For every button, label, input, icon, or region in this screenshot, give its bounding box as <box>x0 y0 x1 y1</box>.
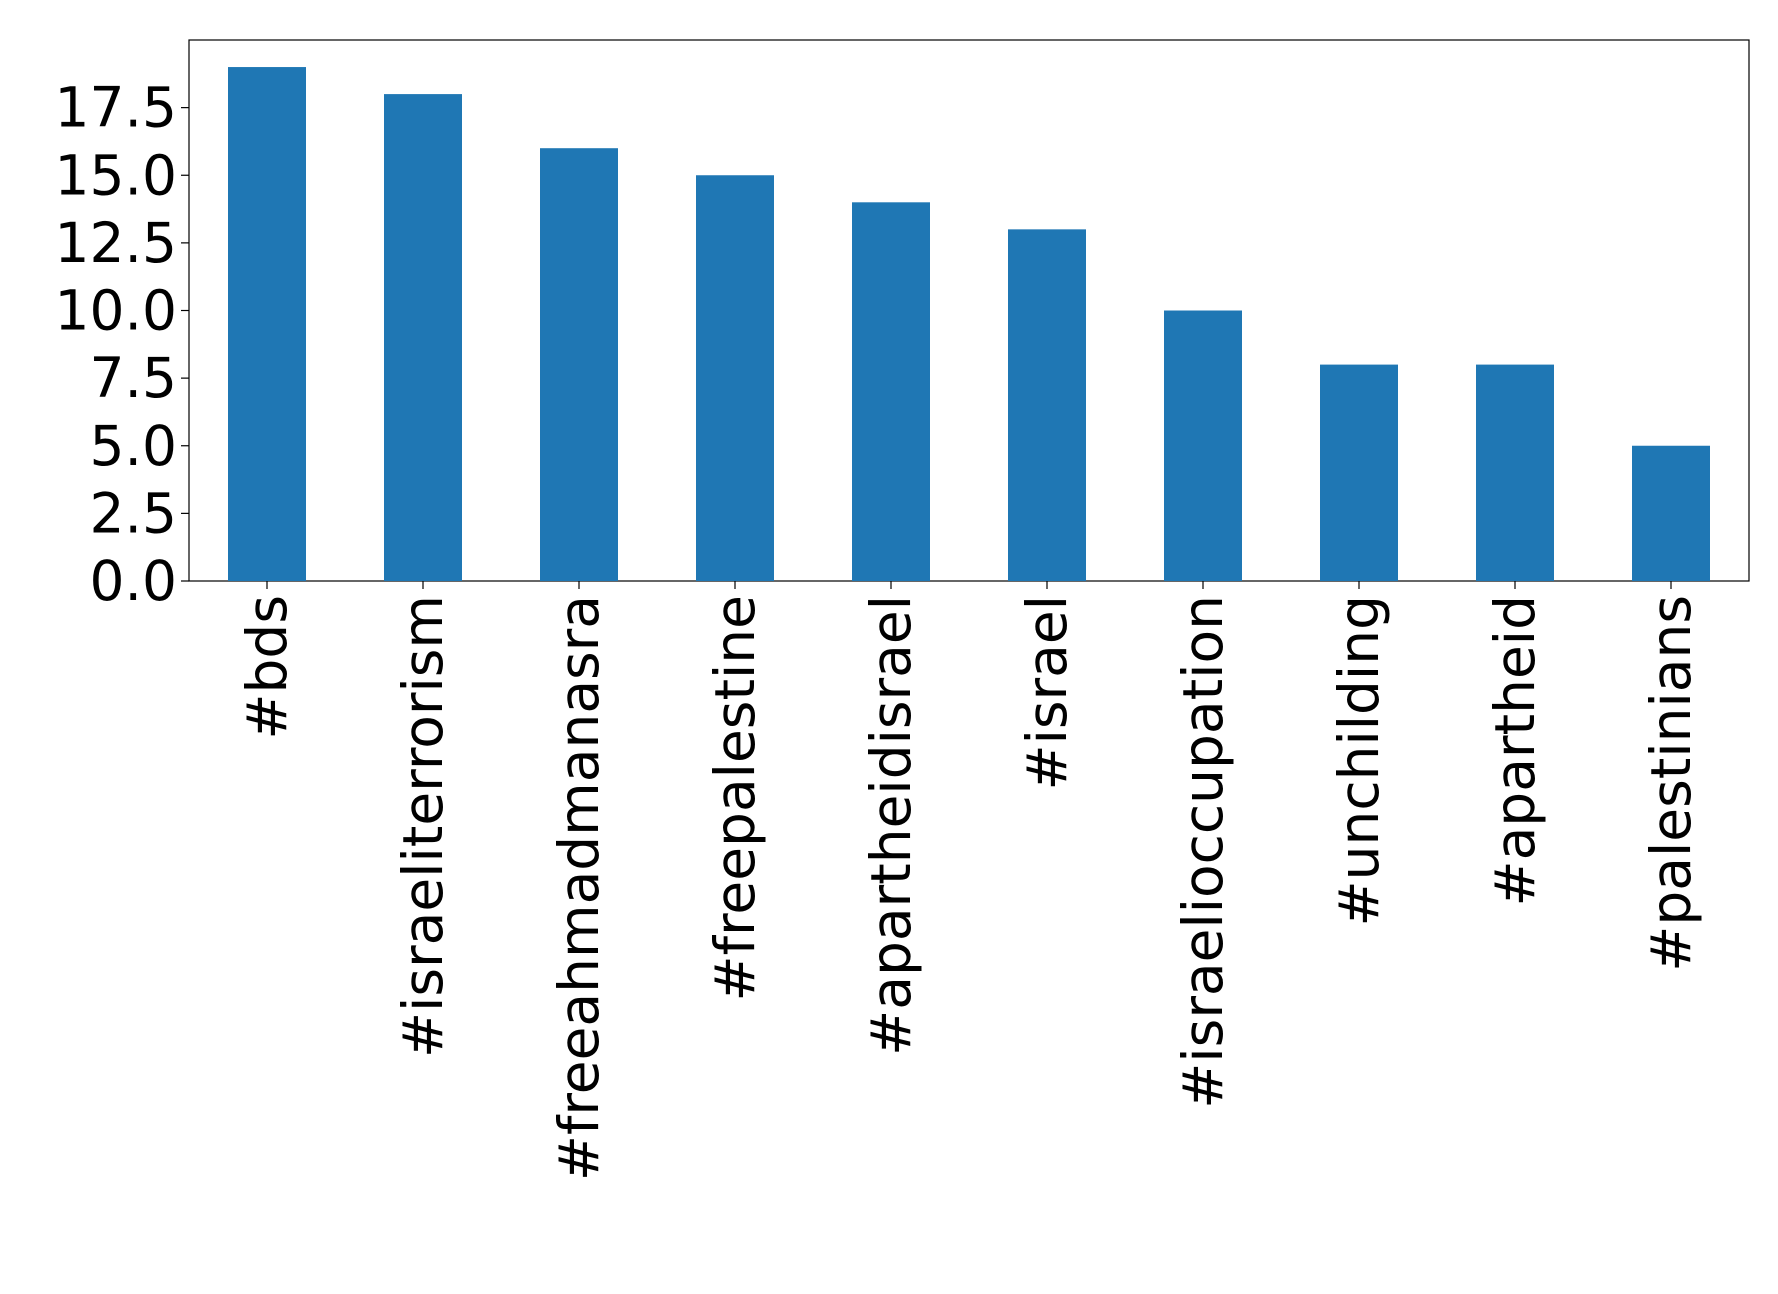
x-tick-label: #palestinians <box>1639 595 1703 972</box>
x-tick-label: #apartheid <box>1483 595 1547 906</box>
x-tick-label: #freepalestine <box>703 595 767 1001</box>
bar <box>852 202 930 582</box>
y-tick-label: 0.0 <box>90 549 177 613</box>
x-tick-label: #israel <box>1015 595 1079 790</box>
y-tick-label: 10.0 <box>55 279 177 343</box>
bar <box>1164 310 1242 581</box>
y-tick-label: 7.5 <box>90 346 177 410</box>
y-tick-label: 5.0 <box>90 414 177 478</box>
y-tick-label: 17.5 <box>55 76 177 140</box>
x-tick-label: #apartheidisrael <box>859 595 923 1056</box>
x-tick-label: #unchilding <box>1327 595 1391 926</box>
y-tick-label: 2.5 <box>90 481 177 545</box>
bar <box>540 148 618 581</box>
bar <box>1008 229 1086 581</box>
y-tick-label: 12.5 <box>55 211 177 275</box>
x-tick-label: #israeliterrorism <box>391 595 455 1058</box>
bar <box>1632 445 1710 581</box>
x-tick-label: #bds <box>235 595 299 740</box>
bar <box>1320 364 1398 581</box>
x-tick-label: #israelioccupation <box>1171 595 1235 1109</box>
bar <box>696 175 774 581</box>
x-tick-label: #freeahmadmanasra <box>547 595 611 1181</box>
bar <box>228 67 306 582</box>
bar <box>1476 364 1554 581</box>
bar <box>384 94 462 581</box>
y-tick-label: 15.0 <box>55 143 177 207</box>
